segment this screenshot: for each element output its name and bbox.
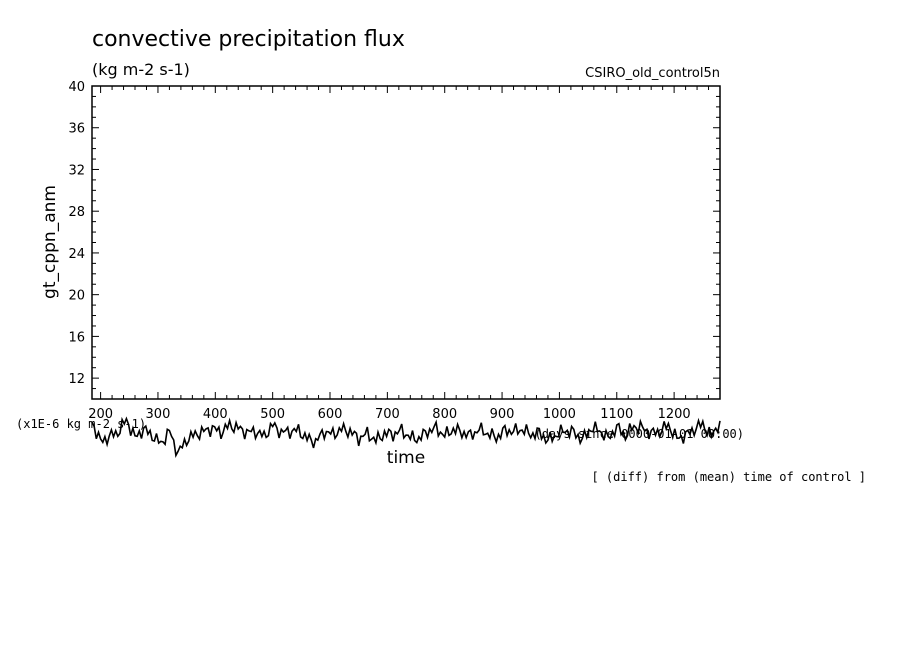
- y-tick-label: 16: [68, 330, 85, 345]
- plot-frame: [91, 85, 721, 400]
- y-axis-ticks: 12 16 20 24 28 32 36 40: [68, 80, 720, 400]
- x-tick-label: 800: [432, 407, 457, 422]
- y-tick-label: 24: [68, 247, 85, 262]
- x-tick-label: 500: [260, 407, 285, 422]
- x-tick-label: 1100: [600, 407, 633, 422]
- y-tick-label: 12: [68, 372, 85, 387]
- x-tick-label: 900: [490, 407, 515, 422]
- x-axis-label: time: [387, 448, 425, 468]
- y-tick-label: 32: [68, 163, 85, 178]
- x-tick-label: 200: [88, 407, 113, 422]
- y-tick-label: 20: [68, 289, 85, 304]
- y-axis-label: gt_cppn_anm: [40, 185, 60, 299]
- x-tick-label: 600: [318, 407, 343, 422]
- x-tick-label: 300: [146, 407, 171, 422]
- x-axis-ticks: 200 300 400 500 600 700 800 900 1000 1100 1200: [88, 86, 721, 422]
- x-tick-label: 1200: [658, 407, 691, 422]
- diff-note: [ (diff) from (mean) time of control ]: [591, 470, 866, 484]
- chart-title: convective precipitation flux: [92, 27, 405, 52]
- series-line: [91, 416, 721, 458]
- x-tick-label: 1000: [543, 407, 576, 422]
- y-tick-label: 28: [68, 205, 85, 220]
- run-label: CSIRO_old_control5n: [585, 66, 720, 81]
- y-tick-label: 36: [68, 122, 85, 137]
- x-tick-label: 400: [203, 407, 228, 422]
- chart-units: (kg m-2 s-1): [92, 60, 190, 79]
- y-scale-note: (x1E-6 kg m-2 s-1): [16, 417, 146, 431]
- x-tick-label: 700: [375, 407, 400, 422]
- y-tick-label: 40: [68, 80, 85, 95]
